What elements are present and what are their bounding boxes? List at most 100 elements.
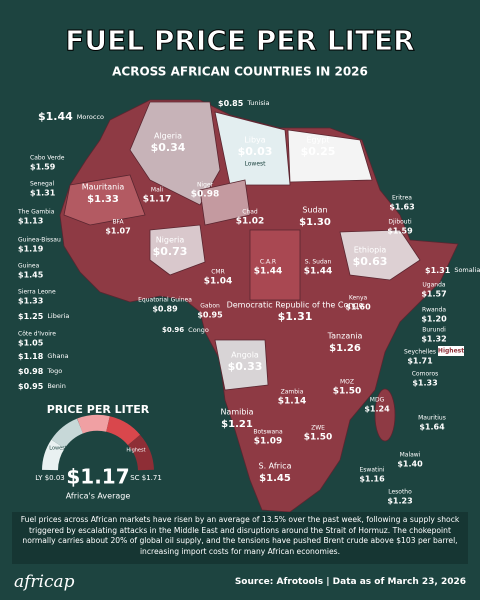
country-name: Morocco xyxy=(77,113,104,121)
average-value: $1.17 xyxy=(66,465,129,489)
country-name: Ethiopia xyxy=(354,246,387,255)
country-name: Mali xyxy=(151,187,164,194)
country-price: $1.31 xyxy=(278,310,313,323)
country-name: Comoros xyxy=(412,371,439,378)
country-name: Botswana xyxy=(253,429,283,436)
country-name: Tanzania xyxy=(327,332,363,341)
country-name: Djibouti xyxy=(388,219,412,226)
country-price: $1.59 xyxy=(387,227,413,236)
country-name: Togo xyxy=(46,367,62,375)
country-price: $1.45 xyxy=(259,473,291,484)
country-price: $1.04 xyxy=(204,277,232,287)
country-name: Eswatini xyxy=(360,467,385,474)
country-price: $1.21 xyxy=(221,419,253,430)
country-name: Liberia xyxy=(47,312,69,320)
country-price: $1.30 xyxy=(299,217,331,228)
country-price: $1.26 xyxy=(329,343,361,354)
country-price: $1.33 xyxy=(412,379,437,388)
country-name: BFA xyxy=(112,219,124,226)
country-tag: Highest xyxy=(438,348,464,355)
country-label: $0.96 Congo xyxy=(162,326,209,334)
price-gauge xyxy=(42,414,154,471)
country-price: $0.89 xyxy=(152,305,178,314)
country-name: Côte d'Ivoire xyxy=(18,331,56,338)
footer-note: Fuel prices across African markets have … xyxy=(12,512,468,564)
country-name: Libya xyxy=(244,136,265,145)
country-price: $0.34 xyxy=(151,141,186,154)
country-price: $1.18 xyxy=(18,352,44,361)
country-price: $1.24 xyxy=(364,405,390,414)
country-name: Ghana xyxy=(47,352,68,360)
country-label: $0.85 Tunisia xyxy=(218,99,270,108)
country-price: $1.14 xyxy=(278,397,306,407)
country-name: Mauritania xyxy=(82,183,125,192)
country-price: $1.31 xyxy=(425,266,451,275)
country-price: $1.40 xyxy=(397,460,423,469)
country-name: Sudan xyxy=(302,206,327,215)
country-price: $1.44 xyxy=(38,110,73,123)
country-name: Benin xyxy=(47,382,66,390)
country-price: $1.09 xyxy=(254,437,282,447)
country-name: Guinea-Bissau xyxy=(18,237,61,244)
country-name: Malawi xyxy=(400,452,421,459)
country-price: $0.96 xyxy=(162,326,184,334)
country-label: $1.18 Ghana xyxy=(18,352,69,361)
country-price: $1.71 xyxy=(407,357,433,366)
country-price: $0.63 xyxy=(353,255,388,268)
country-name: Zambia xyxy=(281,389,304,396)
country-name: MOZ xyxy=(340,379,354,386)
africa-map xyxy=(59,99,459,513)
country-name: C.A.R xyxy=(260,259,276,266)
country-name: Chad xyxy=(242,209,258,216)
country-name: Seychelles xyxy=(404,349,436,356)
country-price: $1.57 xyxy=(421,290,446,299)
gauge-title: PRICE PER LITER xyxy=(47,403,150,416)
country-name: Gabon xyxy=(200,303,220,310)
country-price: $1.16 xyxy=(359,475,385,484)
country-price: $1.17 xyxy=(143,195,171,205)
country-price: $1.13 xyxy=(18,217,43,226)
country-price: $1.63 xyxy=(389,203,414,212)
country-name: Algeria xyxy=(154,132,182,141)
country-name: Kenya xyxy=(349,295,368,302)
country-label: $1.44 Morocco xyxy=(38,110,104,123)
country-name: S. Africa xyxy=(259,462,292,471)
gauge-highest-label: Highest xyxy=(126,448,145,454)
country-price: $1.02 xyxy=(236,217,264,227)
country-price: $0.25 xyxy=(301,145,336,158)
country-name: Rwanda xyxy=(422,307,446,314)
average-label: Africa's Average xyxy=(66,492,131,501)
country-price: $1.60 xyxy=(345,303,371,312)
country-price: $1.20 xyxy=(421,315,447,324)
logo: africap xyxy=(14,572,75,592)
country-name: Lesotho xyxy=(388,489,412,496)
country-name: Uganda xyxy=(422,282,445,289)
country-price: $1.19 xyxy=(18,245,44,254)
country-name: Eritrea xyxy=(392,195,412,202)
country-name: ZWE xyxy=(311,425,325,432)
subtitle: ACROSS AFRICAN COUNTRIES IN 2026 xyxy=(112,65,368,79)
country-name: Sierra Leone xyxy=(18,289,56,296)
country-name: Tunisia xyxy=(246,99,269,107)
country-name: Angola xyxy=(231,351,259,360)
country-name: Namibia xyxy=(220,408,253,417)
country-price: $1.44 xyxy=(254,267,282,277)
gauge-lowest-label: Lowest xyxy=(49,446,67,452)
country-label: $0.98 Togo xyxy=(18,367,62,376)
country-price: $1.33 xyxy=(87,194,119,205)
gauge-lowest-value: LY $0.03 xyxy=(35,474,65,482)
country-name: Nigeria xyxy=(156,236,185,245)
country-name: Equatorial Guinea xyxy=(138,297,192,304)
gauge-highest-value: SC $1.71 xyxy=(130,474,162,482)
country-name: Niger xyxy=(197,182,214,189)
country-name: MDG xyxy=(370,397,385,404)
country-price: $1.50 xyxy=(333,387,361,397)
country-price: $0.73 xyxy=(153,245,188,258)
country-price: $1.23 xyxy=(387,497,412,506)
country-price: $0.03 xyxy=(238,145,273,158)
country-price: $0.98 xyxy=(18,367,44,376)
country-name: Congo xyxy=(188,326,209,334)
country-name: Somalia xyxy=(454,266,480,274)
country-name: Cabo Verde xyxy=(30,155,65,162)
